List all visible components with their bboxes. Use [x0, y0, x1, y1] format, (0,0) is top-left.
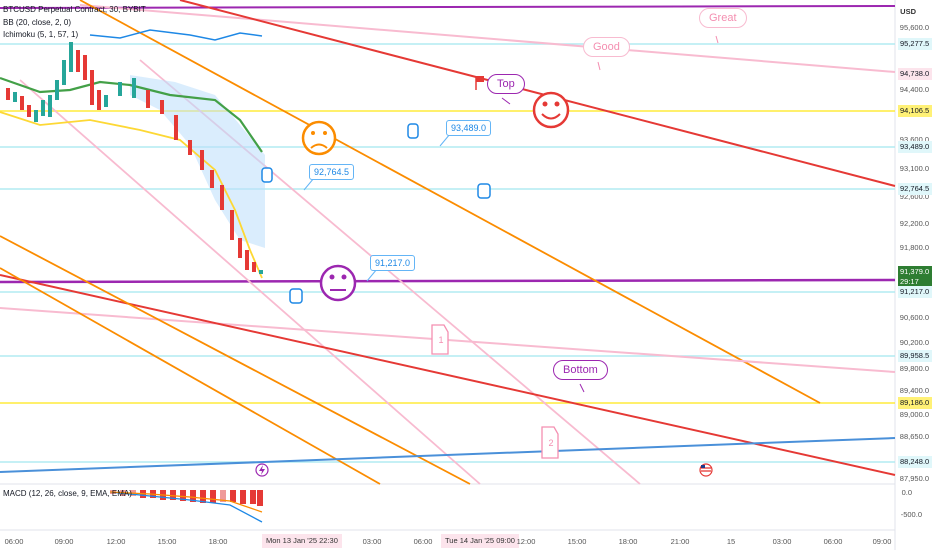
top-bubble[interactable]: Top [487, 74, 525, 94]
symbol-legend[interactable]: BTCUSD Perpetual Contract, 30, BYBIT [3, 5, 146, 14]
lightning-icon[interactable] [255, 463, 269, 477]
price-callout-91217[interactable]: 91,217.0 [370, 255, 416, 271]
purple-price-line [0, 278, 896, 284]
time-axis-label: 03:00 [772, 537, 792, 546]
smiley-icon[interactable] [532, 91, 570, 129]
us-flag-icon[interactable] [699, 463, 713, 477]
price-axis-label: 92,200.0 [899, 219, 929, 228]
pointing-hand-icon[interactable] [407, 123, 419, 139]
orange-trend-1 [79, 0, 821, 404]
price-tag[interactable]: 88,248.0 [898, 456, 932, 468]
currency-label[interactable]: USD [900, 7, 916, 16]
time-axis-label: 15 [726, 537, 736, 546]
price-axis-label: 90,600.0 [899, 313, 929, 322]
ichimoku-yellow-line [0, 111, 263, 279]
time-axis-label: 12:00 [516, 537, 536, 546]
numbered-callout-1[interactable]: 1 [431, 324, 449, 355]
crosshair-time-pill[interactable]: Mon 13 Jan '25 22:30 [262, 534, 342, 548]
time-axis-label: 06:00 [823, 537, 843, 546]
pointing-hand-icon[interactable] [477, 183, 491, 199]
current-price-tag[interactable]: 91,379.0 [898, 266, 932, 278]
pink-trend-1 [79, 4, 896, 73]
price-callout-93489[interactable]: 93,489.0 [446, 120, 492, 136]
price-axis-label: 89,800.0 [899, 364, 929, 373]
orange-trend-2 [0, 235, 471, 485]
crosshair-time-pill[interactable]: Tue 14 Jan '25 09:00 [441, 534, 519, 548]
candlesticks [6, 42, 263, 274]
ichimoku-green-line [0, 76, 263, 153]
time-axis-label: 06:00 [413, 537, 433, 546]
blue-trend [0, 437, 896, 473]
time-axis-label: 12:00 [106, 537, 126, 546]
time-axis-label: 21:00 [670, 537, 690, 546]
pointing-hand-icon[interactable] [289, 288, 303, 304]
price-callout-92764[interactable]: 92,764.5 [309, 164, 355, 180]
flag-icon[interactable] [475, 76, 484, 90]
price-axis-label: 88,650.0 [899, 432, 929, 441]
orange-trend-3 [0, 267, 381, 485]
price-axis-label: 90,200.0 [899, 338, 929, 347]
time-axis-label: 18:00 [618, 537, 638, 546]
price-tag[interactable]: 93,489.0 [898, 141, 932, 153]
bottom-bubble[interactable]: Bottom [553, 360, 608, 380]
price-axis-label: 87,950.0 [899, 474, 929, 483]
price-tag[interactable]: 91,217.0 [898, 286, 932, 298]
good-bubble[interactable]: Good [583, 37, 630, 57]
price-tag[interactable]: 89,958.5 [898, 350, 932, 362]
ichimoku-legend[interactable]: Ichimoku (5, 1, 57, 1) [3, 30, 79, 39]
time-axis-label: 18:00 [208, 537, 228, 546]
macd-legend[interactable]: MACD (12, 26, close, 9, EMA, EMA) [3, 489, 132, 498]
red-trend-2 [0, 274, 896, 476]
pink-trend-2 [19, 79, 481, 485]
price-axis-label: 93,600.0 [899, 135, 929, 144]
sad-face-icon[interactable] [301, 120, 337, 156]
macd-axis-label: 0.0 [901, 488, 912, 497]
price-tag[interactable]: 92,764.5 [898, 183, 932, 195]
great-bubble[interactable]: Great [699, 8, 747, 28]
time-axis-label: 06:00 [4, 537, 24, 546]
time-axis-label: 09:00 [872, 537, 892, 546]
time-axis-label: 09:00 [54, 537, 74, 546]
neutral-face-icon[interactable] [319, 264, 357, 302]
time-axis-label: 15:00 [157, 537, 177, 546]
red-trend-1 [179, 0, 896, 187]
numbered-callout-2[interactable]: 2 [541, 426, 559, 459]
price-axis-label: 94,400.0 [899, 85, 929, 94]
countdown-tag[interactable]: 29:17 [898, 276, 932, 288]
numbered-label-1: 1 [438, 335, 443, 345]
price-tag[interactable]: 95,277.5 [898, 38, 932, 50]
price-tag[interactable]: 89,186.0 [898, 397, 932, 409]
price-tag[interactable]: 94,106.5 [898, 105, 932, 117]
price-axis-label: 92,600.0 [899, 192, 929, 201]
numbered-label-2: 2 [548, 438, 553, 448]
price-axis-label: 89,000.0 [899, 410, 929, 419]
macd-panel [109, 490, 263, 523]
price-axis-label: 91,800.0 [899, 243, 929, 252]
bb-upper-line [89, 29, 263, 41]
time-axis-label: 03:00 [362, 537, 382, 546]
pointing-hand-icon[interactable] [261, 167, 273, 183]
price-axis-label: 95,600.0 [899, 23, 929, 32]
bb-legend[interactable]: BB (20, close, 2, 0) [3, 18, 72, 27]
bb-cloud [130, 75, 265, 248]
price-axis-label: 93,100.0 [899, 164, 929, 173]
macd-axis-label: -500.0 [900, 510, 922, 519]
time-axis-label: 15:00 [567, 537, 587, 546]
purple-top-line [0, 5, 896, 9]
price-axis-label: 89,400.0 [899, 386, 929, 395]
price-tag[interactable]: 94,738.0 [898, 68, 932, 80]
